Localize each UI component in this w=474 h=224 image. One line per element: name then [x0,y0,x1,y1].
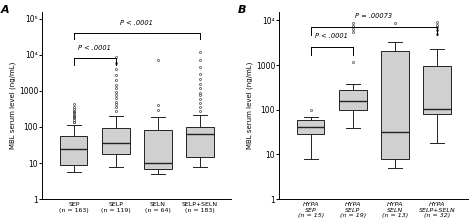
PathPatch shape [144,130,172,169]
PathPatch shape [60,136,88,165]
Text: P < .0001: P < .0001 [315,33,348,39]
PathPatch shape [186,127,214,157]
Text: A: A [0,5,9,15]
Y-axis label: MBL serum level (ng/mL): MBL serum level (ng/mL) [9,62,16,149]
Y-axis label: MBL serum level (ng/mL): MBL serum level (ng/mL) [246,62,253,149]
Text: P < .0001: P < .0001 [78,45,111,51]
Text: P < .0001: P < .0001 [120,20,153,26]
Text: P = .00073: P = .00073 [356,13,392,19]
PathPatch shape [423,66,451,114]
PathPatch shape [339,90,366,110]
PathPatch shape [297,120,325,134]
Text: B: B [237,5,246,15]
PathPatch shape [102,128,129,154]
PathPatch shape [381,51,409,159]
